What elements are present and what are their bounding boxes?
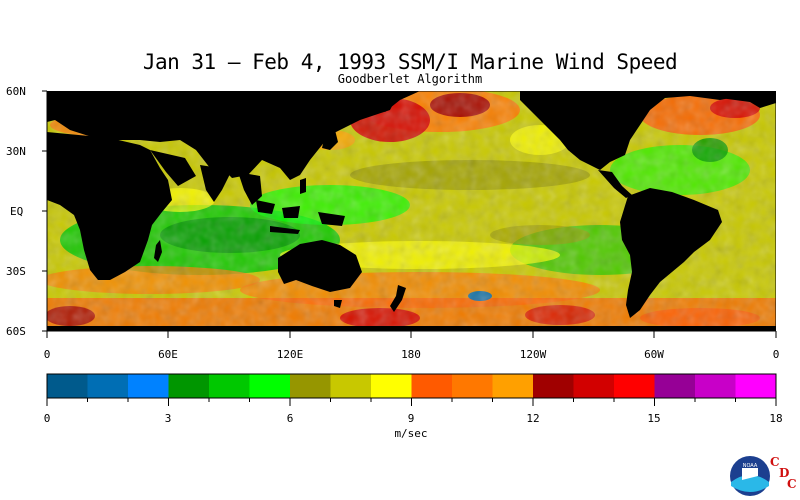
lat-label-60s: 60S <box>6 325 26 338</box>
colorbar-tick-6: 6 <box>287 412 294 425</box>
colorbar-segment <box>168 374 210 398</box>
colorbar-segment <box>735 374 777 398</box>
lon-label-180: 180 <box>401 348 421 361</box>
colorbar-segment <box>128 374 169 398</box>
colorbar-segment <box>290 374 331 398</box>
colorbar-segment <box>492 374 534 398</box>
colorbar-tick-15: 15 <box>647 412 660 425</box>
colorbar <box>46 373 777 406</box>
colorbar-tick-12: 12 <box>526 412 539 425</box>
colorbar-segment <box>452 374 493 398</box>
colorbar-segment <box>695 374 736 398</box>
colorbar-segment <box>573 374 615 398</box>
map-title: Jan 31 – Feb 4, 1993 SSM/I Marine Wind S… <box>142 50 678 74</box>
cdc-letter-3: C <box>787 477 797 491</box>
lat-label-30s: 30S <box>6 265 26 278</box>
lon-label-0-east: 0 <box>773 348 780 361</box>
lon-label-120w: 120W <box>520 348 547 361</box>
cdc-letter-2: D <box>779 466 789 480</box>
colorbar-segment <box>614 374 655 398</box>
colorbar-segment <box>533 374 574 398</box>
lon-label-60w: 60W <box>644 348 664 361</box>
colorbar-segment <box>330 374 372 398</box>
colorbar-tick-18: 18 <box>769 412 782 425</box>
colorbar-segment <box>209 374 250 398</box>
noaa-logo-text: NOAA <box>743 463 758 469</box>
colorbar-segment <box>411 374 453 398</box>
colorbar-tick-9: 9 <box>408 412 415 425</box>
colorbar-segment <box>371 374 412 398</box>
colorbar-ticks: 0 3 6 9 12 15 18 m/sec <box>44 412 783 440</box>
lat-label-60n: 60N <box>6 85 26 98</box>
colorbar-unit: m/sec <box>394 427 427 440</box>
cdc-letter-1: C <box>770 455 780 469</box>
colorbar-segment <box>87 374 129 398</box>
colorbar-segment <box>47 374 88 398</box>
land-masses <box>47 91 776 331</box>
lon-label-120e: 120E <box>277 348 304 361</box>
lon-label-0: 0 <box>44 348 51 361</box>
latitude-axis: 60N 30N EQ 30S 60S <box>6 85 48 338</box>
wind-map <box>47 91 776 331</box>
map-subtitle: Goodberlet Algorithm <box>337 72 483 86</box>
colorbar-segment <box>654 374 696 398</box>
lat-label-30n: 30N <box>6 145 26 158</box>
colorbar-tick-0: 0 <box>44 412 51 425</box>
lon-label-60e: 60E <box>158 348 178 361</box>
colorbar-tick-3: 3 <box>165 412 172 425</box>
colorbar-segment <box>249 374 291 398</box>
noaa-logo: NOAA <box>730 456 770 496</box>
lat-label-eq: EQ <box>10 205 23 218</box>
longitude-axis: 0 60E 120E 180 120W 60W 0 <box>44 330 780 361</box>
